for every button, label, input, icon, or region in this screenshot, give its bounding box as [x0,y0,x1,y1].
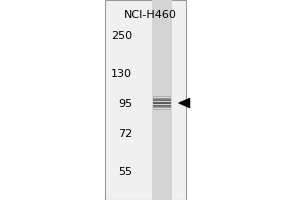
Bar [153,99,171,100]
Text: NCI-H460: NCI-H460 [124,10,176,20]
Text: 130: 130 [111,69,132,79]
Bar [153,98,171,99]
Text: 55: 55 [118,167,132,177]
Bar [153,103,171,104]
Bar [153,102,171,103]
Bar [153,105,171,106]
Bar [153,95,171,96]
Text: 95: 95 [118,99,132,109]
Text: 72: 72 [118,129,132,139]
Bar [152,0,172,200]
Bar [153,107,171,108]
Bar [153,100,171,101]
Bar [105,0,186,200]
Bar [153,96,171,97]
Bar [153,106,171,107]
Text: 250: 250 [111,31,132,41]
Bar [153,109,171,110]
Bar [153,110,171,111]
Polygon shape [178,98,190,108]
